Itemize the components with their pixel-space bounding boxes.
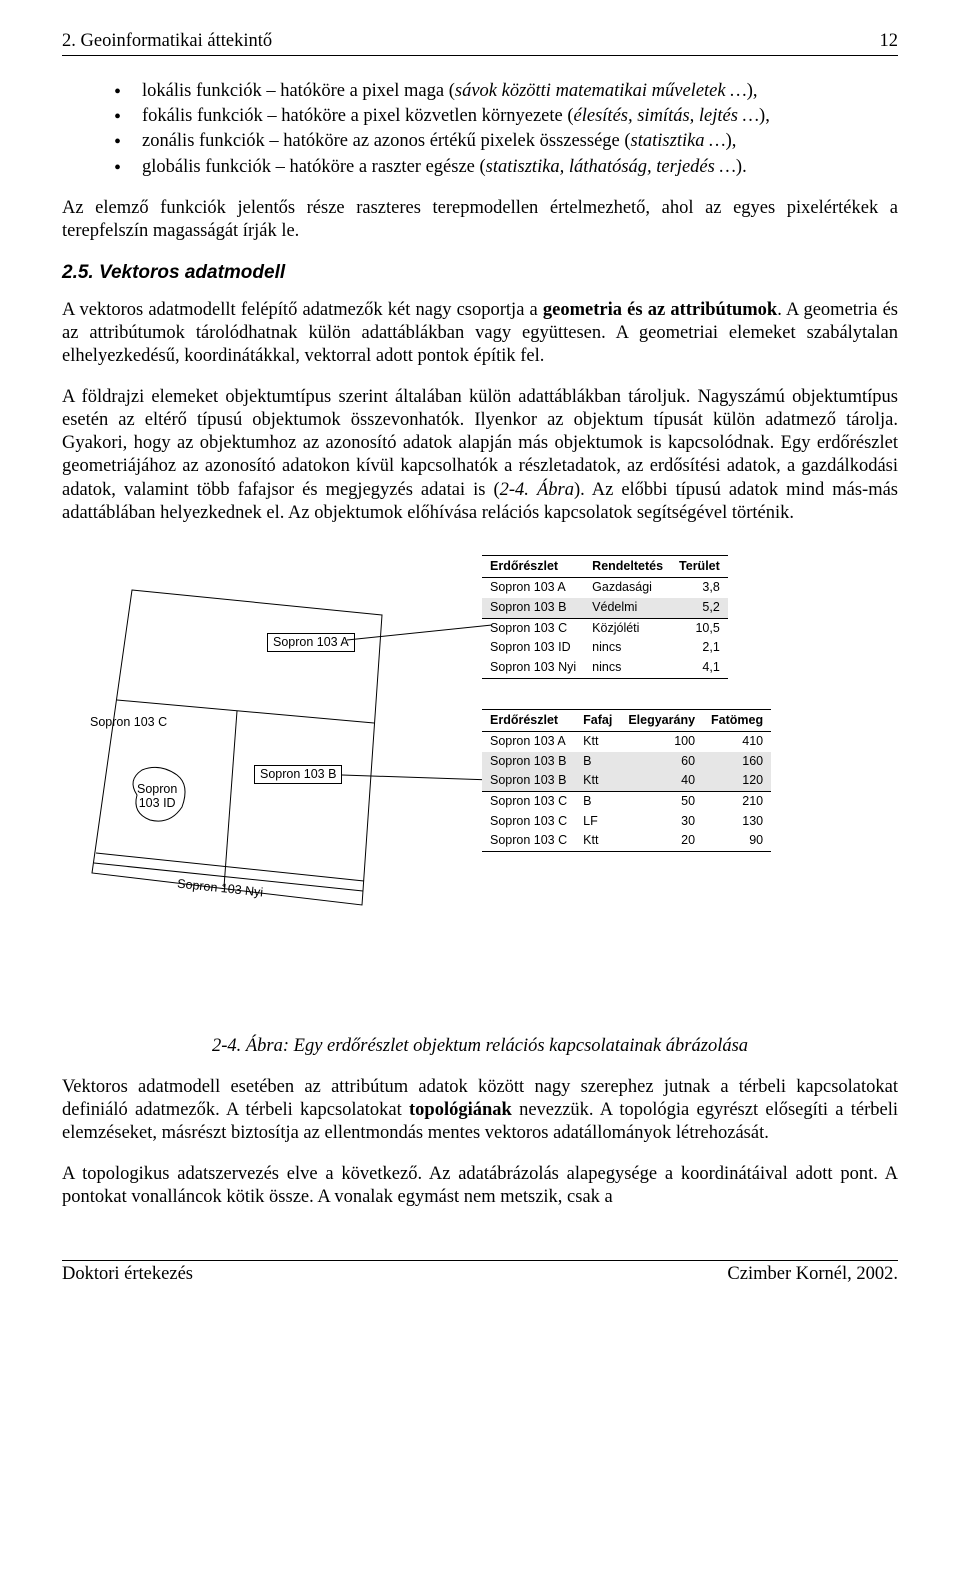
table-fafaj: Erdőrészlet Fafaj Elegyarány Fatömeg Sop… (482, 709, 771, 852)
table-row: Sopron 103 CLF30130 (482, 812, 771, 832)
table-row: Sopron 103 CB50210 (482, 792, 771, 812)
table-row: Sopron 103 IDnincs2,1 (482, 638, 728, 658)
header-section: 2. Geoinformatikai áttekintő (62, 30, 272, 53)
footer-right: Czimber Kornél, 2002. (727, 1263, 898, 1286)
tables-block: Erdőrészlet Rendeltetés Terület Sopron 1… (482, 555, 882, 882)
th: Rendeltetés (584, 555, 671, 578)
figure: Sopron 103 A Sopron 103 C Sopron 103 B S… (62, 555, 898, 975)
th: Fatömeg (703, 709, 771, 732)
table-row: Sopron 103 BB60160 (482, 752, 771, 772)
paragraph: A vektoros adatmodellt felépítő adatmező… (62, 299, 898, 368)
bullet-item: lokális funkciók – hatóköre a pixel maga… (114, 80, 898, 103)
table-row: Sopron 103 CKtt2090 (482, 831, 771, 851)
table-row: Sopron 103 Nyinincs4,1 (482, 658, 728, 678)
th: Erdőrészlet (482, 709, 575, 732)
bullet-item: fokális funkciók – hatóköre a pixel közv… (114, 105, 898, 128)
table-row: Sopron 103 CKözjóléti10,5 (482, 618, 728, 638)
bullet-list: lokális funkciók – hatóköre a pixel maga… (114, 80, 898, 179)
th: Fafaj (575, 709, 620, 732)
bullet-item: zonális funkciók – hatóköre az azonos ér… (114, 130, 898, 153)
header-pagenum: 12 (880, 30, 899, 53)
th: Elegyarány (620, 709, 703, 732)
table-row: Sopron 103 AKtt100410 (482, 732, 771, 752)
table-row: Sopron 103 AGazdasági3,8 (482, 578, 728, 598)
th: Terület (671, 555, 728, 578)
table-row: Sopron 103 BKtt40120 (482, 771, 771, 791)
paragraph: Az elemző funkciók jelentős része raszte… (62, 197, 898, 243)
page-header: 2. Geoinformatikai áttekintő 12 (62, 30, 898, 56)
paragraph: A földrajzi elemeket objektumtípus szeri… (62, 386, 898, 525)
table-row: Sopron 103 BVédelmi5,2 (482, 598, 728, 618)
subheading: 2.5. Vektoros adatmodell (62, 261, 898, 285)
page-footer: Doktori értekezés Czimber Kornél, 2002. (62, 1260, 898, 1286)
bullet-item: globális funkciók – hatóköre a raszter e… (114, 156, 898, 179)
figure-caption: 2-4. Ábra: Egy erdőrészlet objektum relá… (62, 1035, 898, 1058)
table-rendeltetes: Erdőrészlet Rendeltetés Terület Sopron 1… (482, 555, 728, 679)
th: Erdőrészlet (482, 555, 584, 578)
paragraph: A topologikus adatszervezés elve a követ… (62, 1163, 898, 1209)
footer-left: Doktori értekezés (62, 1263, 193, 1286)
paragraph: Vektoros adatmodell esetében az attribút… (62, 1076, 898, 1145)
